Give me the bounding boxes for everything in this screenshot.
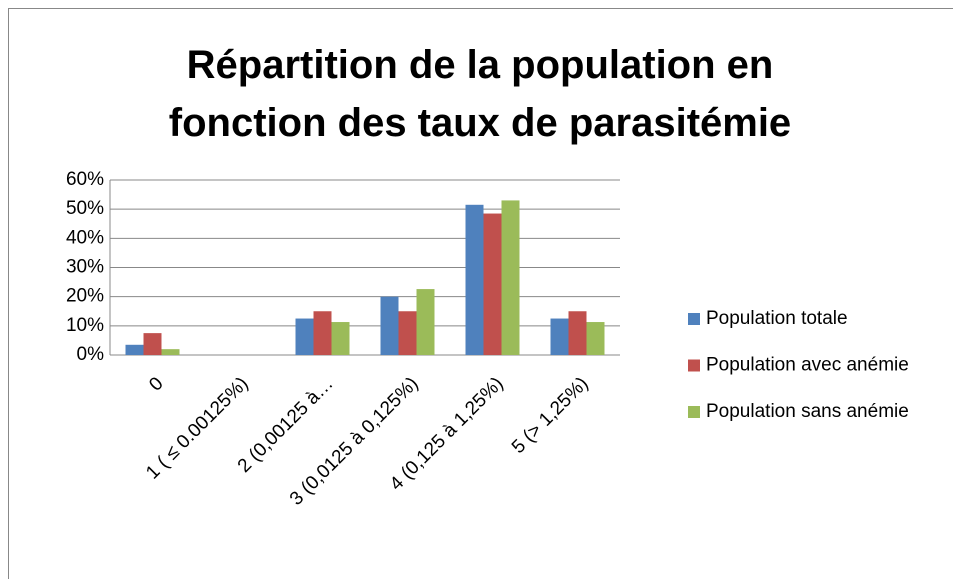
bar — [161, 349, 180, 355]
bar — [125, 344, 144, 355]
bar — [501, 200, 520, 355]
y-tick-label: 10% — [66, 315, 104, 336]
bar — [380, 296, 399, 355]
chart-title: Répartition de la population en fonction… — [168, 43, 792, 145]
y-tick-label: 40% — [66, 227, 104, 248]
y-tick-label: 60% — [66, 169, 104, 190]
y-tick-label: 20% — [66, 286, 104, 307]
bar — [465, 204, 484, 355]
bar — [550, 318, 569, 355]
bar — [586, 322, 605, 355]
x-tick-label: 0 — [145, 373, 167, 395]
bar — [313, 311, 332, 355]
y-tick-label: 0% — [77, 344, 105, 365]
legend-swatch — [688, 313, 700, 325]
bar — [483, 213, 502, 355]
bar — [331, 322, 350, 355]
bar — [416, 289, 435, 355]
bar — [568, 311, 587, 355]
legend-swatch — [688, 406, 700, 418]
bar — [143, 333, 162, 355]
legend-label: Population avec anémie — [706, 355, 909, 376]
x-tick-label: 5 (> 1,25%) — [508, 373, 593, 458]
y-tick-label: 30% — [66, 257, 104, 278]
legend-label: Population totale — [706, 308, 848, 329]
legend-label: Population sans anémie — [706, 401, 909, 422]
y-tick-label: 50% — [66, 198, 104, 219]
chart-frame — [8, 8, 953, 579]
legend-swatch — [688, 359, 700, 372]
bar — [398, 311, 417, 355]
bar — [295, 318, 314, 355]
